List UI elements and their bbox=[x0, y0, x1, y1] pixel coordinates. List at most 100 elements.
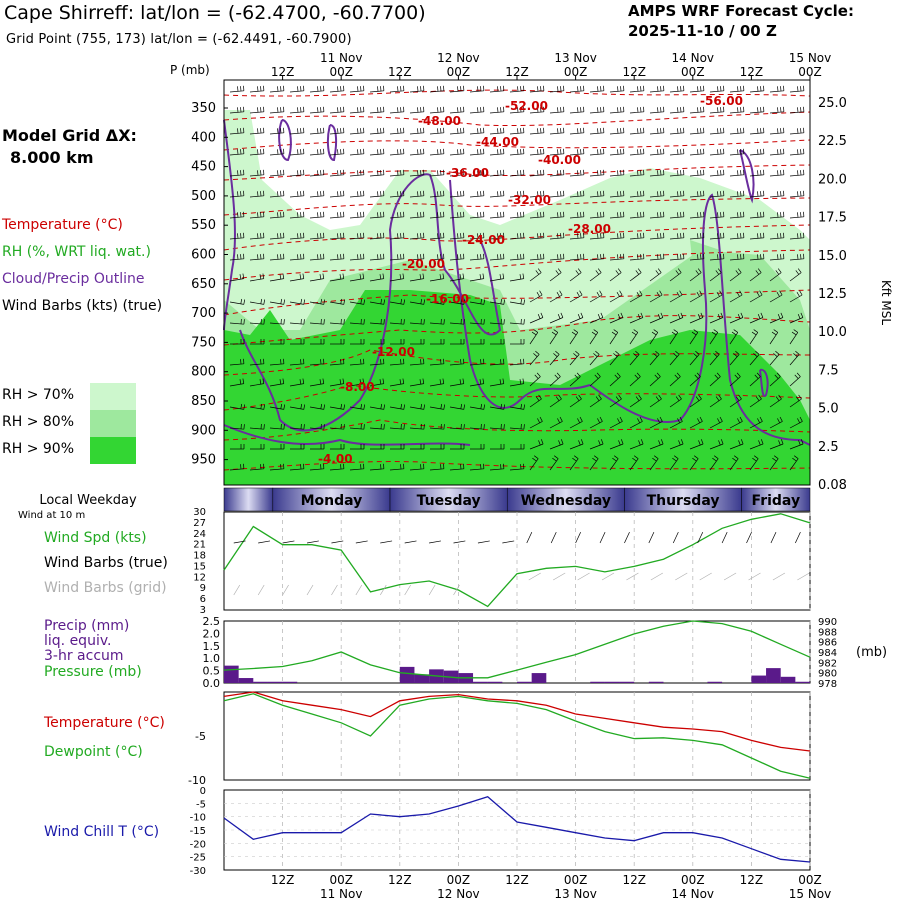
wind-barb-flag bbox=[553, 329, 558, 333]
wind-barb-flag bbox=[698, 394, 702, 400]
wind-barb-flag bbox=[477, 107, 479, 113]
temperature-contour bbox=[223, 315, 811, 346]
wind-barb bbox=[249, 195, 264, 198]
wind-barb-flag bbox=[503, 424, 505, 430]
wind-barb bbox=[609, 398, 622, 408]
wind-barb-flag bbox=[673, 353, 678, 357]
wind-barb bbox=[689, 354, 700, 366]
wind-barb-flag bbox=[720, 254, 722, 260]
wind-barb bbox=[449, 153, 464, 156]
wind-barb-flag bbox=[535, 350, 540, 355]
wind-barb-flag bbox=[240, 464, 242, 470]
wind-barbs-true-legend: Wind Barbs (true) bbox=[44, 555, 168, 571]
wind-barb bbox=[769, 258, 784, 261]
wind-barb-flag bbox=[417, 149, 419, 155]
wind-barb-flag bbox=[677, 107, 679, 113]
wind-barb-flag bbox=[619, 416, 623, 422]
wind-barb-flag bbox=[760, 107, 762, 113]
wind-barb-flag bbox=[740, 254, 742, 260]
wind-barb bbox=[749, 111, 764, 114]
windchill-line bbox=[223, 795, 811, 863]
wind-barb-flag bbox=[437, 128, 439, 134]
wind-barb-flag bbox=[420, 212, 422, 218]
wind-barb-true bbox=[233, 540, 246, 544]
wind-barb-flag bbox=[633, 455, 639, 459]
wind-barb-flag bbox=[300, 298, 303, 304]
wind-barb bbox=[569, 174, 584, 177]
wind-barb-flag bbox=[740, 439, 744, 445]
wind-barb-flag bbox=[477, 149, 479, 155]
wind-barb-flag bbox=[757, 418, 761, 423]
wind-barb-flag bbox=[517, 191, 519, 197]
wind-barb-flag bbox=[540, 233, 542, 239]
wind-barb-flag bbox=[437, 212, 439, 218]
wind-barb-flag bbox=[777, 128, 779, 134]
wind-barb-flag bbox=[520, 191, 522, 197]
height-tick-label: 7.5 bbox=[818, 363, 839, 378]
wind-barb-flag bbox=[497, 233, 499, 239]
wind-barb-flag bbox=[540, 312, 544, 318]
wind-barb-flag bbox=[613, 329, 618, 333]
wind-barb-flag bbox=[613, 353, 618, 357]
wind-speed-tick-label: 15 bbox=[193, 561, 206, 572]
time-tick-label-bottom: 12Z bbox=[271, 873, 295, 887]
wind-barb-flag bbox=[600, 107, 602, 113]
wind-barb-flag bbox=[695, 270, 700, 275]
wind-barb-flag bbox=[660, 212, 662, 218]
wind-barb-flag bbox=[437, 170, 439, 176]
wind-barb-flag bbox=[400, 298, 403, 304]
wind-barb bbox=[409, 301, 424, 305]
wind-barb bbox=[269, 153, 284, 156]
wind-barb-flag bbox=[523, 424, 525, 430]
wind-barb-flag bbox=[323, 424, 325, 430]
precip-bar bbox=[648, 681, 664, 683]
precip-bar bbox=[531, 673, 547, 683]
wind-barb-flag bbox=[500, 403, 503, 409]
wind-barb-flag bbox=[656, 372, 661, 377]
wind-barb-flag bbox=[652, 457, 657, 462]
wind-barb-flag bbox=[671, 331, 677, 336]
weekday-label: Wednesday bbox=[521, 493, 611, 509]
wind-barb-flag bbox=[613, 455, 619, 459]
precip-bar bbox=[487, 681, 503, 683]
wind-barb-flag bbox=[337, 128, 339, 134]
time-tick-label-top: 00Z bbox=[329, 65, 353, 79]
wind-barb-flag bbox=[620, 128, 622, 134]
wind-barb bbox=[549, 332, 559, 345]
wind-barb-flag bbox=[400, 254, 402, 260]
wind-barb bbox=[309, 174, 324, 177]
wind-barb-flag bbox=[597, 254, 599, 260]
wind-barb bbox=[589, 332, 599, 345]
wind-barb-flag bbox=[677, 212, 679, 218]
wind-barb-flag bbox=[400, 149, 402, 155]
wind-barb bbox=[309, 258, 324, 261]
temperature-line bbox=[223, 691, 811, 752]
wind-barb-flag bbox=[695, 350, 700, 355]
wind-barb-flag bbox=[740, 86, 742, 92]
wind-barb bbox=[569, 376, 581, 387]
wind-barb-flag bbox=[280, 298, 283, 304]
wind-barb-flag bbox=[320, 191, 322, 197]
wind-barb bbox=[749, 174, 764, 177]
wind-barb-flag bbox=[517, 254, 519, 260]
wind-barb-flag bbox=[780, 128, 782, 134]
wind-barb-flag bbox=[777, 149, 779, 155]
wind-barb-flag bbox=[240, 107, 242, 113]
wind-barb-flag bbox=[500, 128, 502, 134]
wind-barb bbox=[289, 322, 304, 325]
temperature-contour bbox=[223, 289, 811, 316]
cloud-outline bbox=[326, 124, 338, 162]
wind-barb bbox=[569, 195, 584, 198]
page-title: Cape Shirreff: lat/lon = (-62.4700, -60.… bbox=[4, 2, 426, 24]
wind-barb-flag bbox=[660, 86, 662, 92]
wind-barb bbox=[729, 398, 742, 408]
wind-barb-flag bbox=[771, 331, 777, 336]
wind-barb-flag bbox=[637, 313, 641, 319]
wind-barb-flag bbox=[243, 299, 246, 305]
wind-barb-flag bbox=[340, 403, 343, 409]
height-tick-label: 10.0 bbox=[818, 325, 847, 340]
wind-barb bbox=[309, 111, 324, 114]
wind-barb-flag bbox=[557, 418, 561, 423]
wind-barb-flag bbox=[257, 212, 259, 218]
wind-barb-flag bbox=[777, 254, 779, 260]
